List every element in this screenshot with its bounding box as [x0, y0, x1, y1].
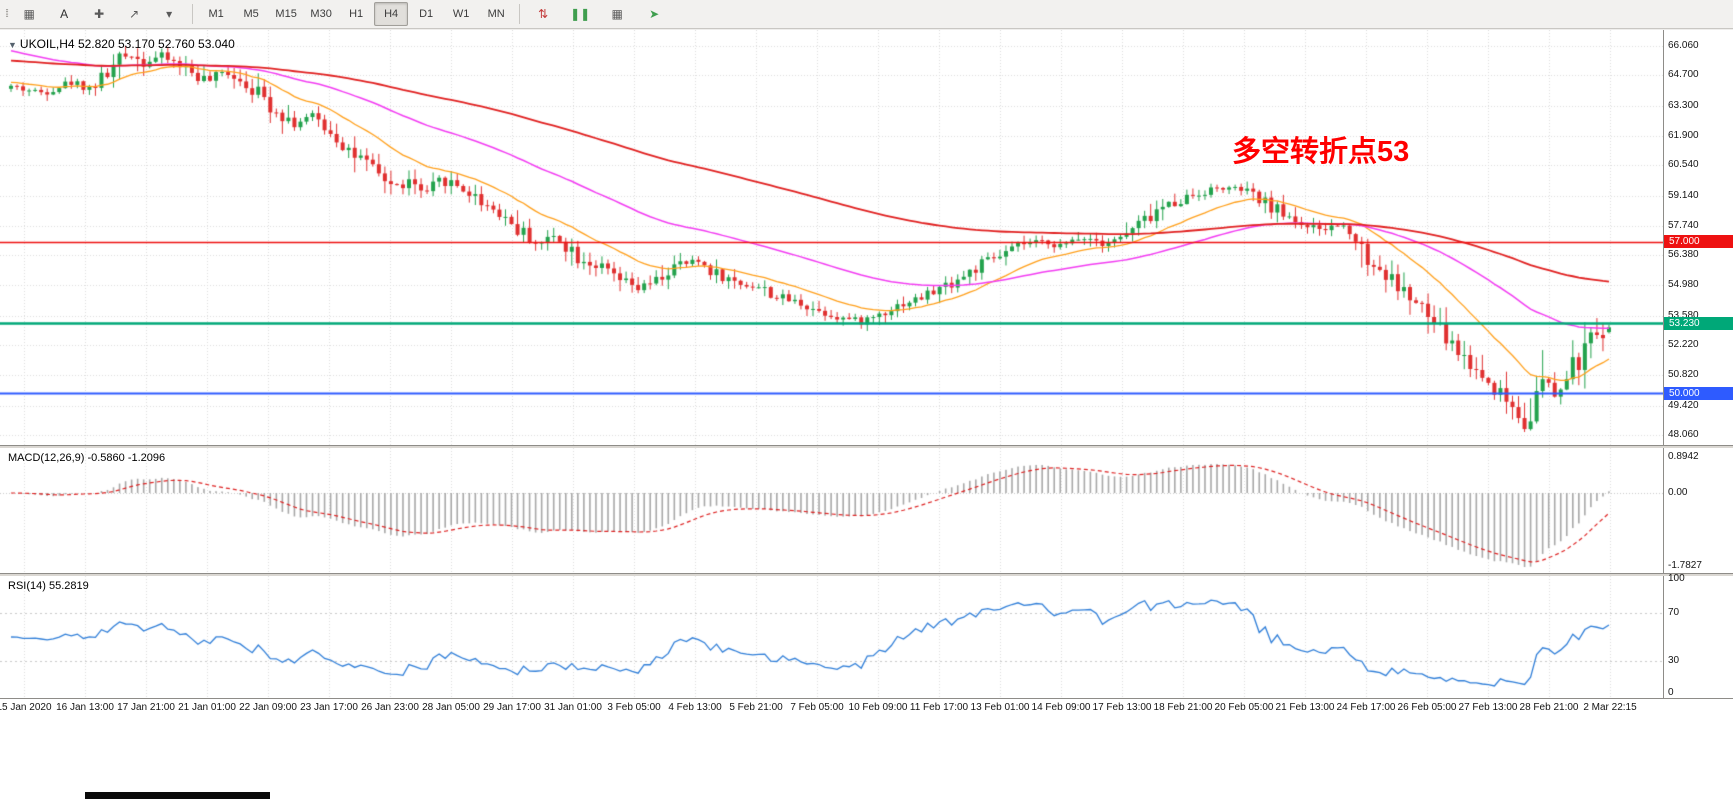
pane-separator[interactable]: [0, 445, 1733, 448]
chart-window: ▼ UKOIL,H4 52.820 53.170 52.760 53.040 多空…: [0, 30, 1733, 799]
time-tick-label: 3 Feb 05:00: [607, 702, 661, 713]
dropdown-caret-icon[interactable]: ▾: [166, 7, 173, 21]
candles-icon[interactable]: ❚❚: [570, 7, 591, 21]
time-tick-label: 16 Jan 13:00: [56, 702, 114, 713]
price-tick-label: 63.300: [1668, 99, 1699, 111]
price-tick-label: 53.580: [1668, 309, 1699, 321]
price-tick-label: 66.060: [1668, 39, 1699, 51]
trendline-icon[interactable]: ↗: [129, 7, 140, 21]
time-tick-label: 29 Jan 17:00: [483, 702, 541, 713]
macd-scale-label: -1.7827: [1668, 560, 1702, 571]
chart-title-text: UKOIL,H4 52.820 53.170 52.760 53.040: [19, 37, 235, 51]
time-tick-label: 18 Feb 21:00: [1153, 702, 1213, 713]
price-tick-label: 54.980: [1668, 279, 1699, 291]
toolbar-separator: [192, 4, 194, 24]
timeframe-button-m5[interactable]: M5: [243, 8, 259, 20]
time-tick-label: 23 Jan 17:00: [300, 702, 358, 713]
toolbar: ⁞⁞ ▦ A ✚ ↗ ▾ M1 M5 M15 M30 H1 H4 D1 W1 MN ⇅ ❚❚ ▦ ➤: [0, 0, 1733, 29]
chart-title: ▼ UKOIL,H4 52.820 53.170 52.760 53.040: [8, 37, 235, 51]
chart-menu-caret-icon[interactable]: ▼: [8, 40, 17, 50]
time-tick-label: 28 Feb 21:00: [1519, 702, 1579, 713]
timeframe-button-h1[interactable]: H1: [349, 8, 364, 20]
price-scale-border: [1663, 30, 1664, 698]
tile-windows-icon[interactable]: ▦: [611, 7, 623, 21]
timeframe-button-m30[interactable]: M30: [310, 8, 332, 20]
timeframe-bar: M1 M5 M15 M30 H1 H4 D1 W1 MN: [199, 2, 513, 26]
time-tick-label: 17 Jan 21:00: [117, 702, 175, 713]
rsi-scale-label: 100: [1668, 573, 1685, 584]
macd-scale-label: 0.00: [1668, 487, 1688, 498]
toolbar-left-icons: ▦ A ✚ ↗ ▾: [12, 2, 186, 26]
timeframe-button-w1[interactable]: W1: [452, 8, 470, 20]
rsi-scale-label: 70: [1668, 607, 1680, 619]
time-tick-label: 21 Feb 13:00: [1275, 702, 1335, 713]
new-order-icon[interactable]: ⇅: [538, 7, 549, 21]
time-tick-label: 28 Jan 05:00: [422, 702, 480, 713]
toolbar-separator: [519, 4, 521, 24]
macd-scale-label: 0.8942: [1668, 451, 1699, 462]
timeframe-button-h4[interactable]: H4: [374, 2, 409, 26]
price-tick-label: 56.380: [1668, 249, 1699, 261]
time-tick-label: 26 Jan 23:00: [361, 702, 419, 713]
timeframe-button-m15[interactable]: M15: [275, 8, 297, 20]
rsi-scale-label: 30: [1668, 654, 1680, 666]
time-tick-label: 20 Feb 05:00: [1214, 702, 1274, 713]
time-tick-label: 17 Feb 13:00: [1092, 702, 1152, 713]
time-tick-label: 22 Jan 09:00: [239, 702, 297, 713]
price-tick-label: 57.740: [1668, 219, 1699, 231]
time-tick-label: 21 Jan 01:00: [178, 702, 236, 713]
time-tick-label: 31 Jan 01:00: [544, 702, 602, 713]
price-tick-label: 60.540: [1668, 159, 1699, 171]
chart-canvas[interactable]: [0, 30, 1663, 716]
time-tick-label: 24 Feb 17:00: [1336, 702, 1396, 713]
timeframe-button-mn[interactable]: MN: [487, 8, 505, 20]
time-tick-label: 5 Feb 21:00: [729, 702, 783, 713]
price-tag-53.230: 53.230: [1664, 316, 1733, 330]
time-tick-label: 26 Feb 05:00: [1397, 702, 1457, 713]
time-tick-label: 4 Feb 13:00: [668, 702, 722, 713]
price-tick-label: 59.140: [1668, 189, 1699, 201]
time-tick-label: 15 Jan 2020: [0, 702, 52, 713]
price-tick-label: 64.700: [1668, 69, 1699, 81]
rsi-scale-label: 0: [1668, 687, 1674, 698]
auto-trading-icon[interactable]: ➤: [649, 7, 660, 21]
timeframe-button-m1[interactable]: M1: [208, 8, 224, 20]
cursor-icon[interactable]: A: [60, 7, 69, 21]
time-tick-label: 2 Mar 22:15: [1583, 702, 1637, 713]
time-tick-label: 7 Feb 05:00: [790, 702, 844, 713]
toolbar-right-icons: ⇅ ❚❚ ▦ ➤: [526, 2, 671, 26]
text-annotation[interactable]: 多空转折点53: [1232, 136, 1410, 168]
price-tick-label: 49.420: [1668, 399, 1699, 411]
macd-indicator-label: MACD(12,26,9) -0.5860 -1.2096: [8, 452, 166, 464]
timeframe-button-d1[interactable]: D1: [419, 8, 434, 20]
time-axis-border: [0, 698, 1733, 699]
crosshair-icon[interactable]: ✚: [94, 7, 105, 21]
price-tick-label: 52.220: [1668, 339, 1699, 351]
rsi-indicator-label: RSI(14) 55.2819: [8, 580, 89, 592]
time-tick-label: 11 Feb 17:00: [909, 702, 969, 713]
price-tick-label: 50.820: [1668, 369, 1699, 381]
taskbar-fragment: [85, 792, 270, 799]
price-tag-50.000: 50.000: [1664, 386, 1733, 400]
toolbar-drag-handle[interactable]: ⁞⁞: [5, 8, 9, 20]
price-tag-57.000: 57.000: [1664, 235, 1733, 249]
chart-list-icon[interactable]: ▦: [23, 7, 35, 21]
time-tick-label: 13 Feb 01:00: [970, 702, 1030, 713]
price-tick-label: 61.900: [1668, 129, 1699, 141]
price-tick-label: 48.060: [1668, 429, 1699, 441]
time-tick-label: 10 Feb 09:00: [848, 702, 908, 713]
time-tick-label: 27 Feb 13:00: [1458, 702, 1518, 713]
pane-separator[interactable]: [0, 573, 1733, 576]
time-tick-label: 14 Feb 09:00: [1031, 702, 1091, 713]
